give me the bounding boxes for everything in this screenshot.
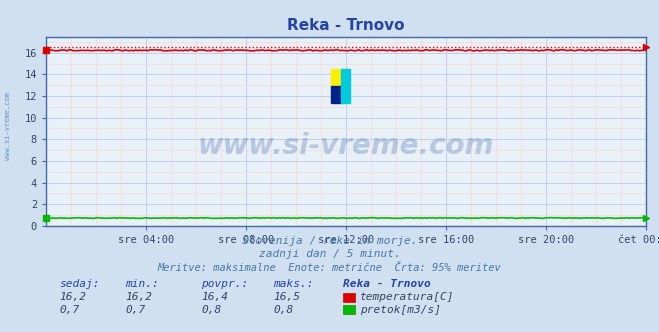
Text: 16,2: 16,2	[125, 292, 152, 302]
Text: www.si-vreme.com: www.si-vreme.com	[198, 132, 494, 160]
Text: 0,7: 0,7	[125, 305, 146, 315]
Text: pretok[m3/s]: pretok[m3/s]	[360, 305, 441, 315]
Text: 16,2: 16,2	[59, 292, 86, 302]
Text: povpr.:: povpr.:	[201, 279, 248, 289]
Text: www.si-vreme.com: www.si-vreme.com	[5, 92, 11, 160]
Bar	[331, 69, 341, 86]
Text: zadnji dan / 5 minut.: zadnji dan / 5 minut.	[258, 249, 401, 259]
Bar	[341, 69, 350, 86]
Text: sedaj:: sedaj:	[59, 279, 100, 289]
Title: Reka - Trnovo: Reka - Trnovo	[287, 18, 405, 33]
Bar	[331, 86, 341, 103]
Text: Meritve: maksimalne  Enote: metrične  Črta: 95% meritev: Meritve: maksimalne Enote: metrične Črta…	[158, 263, 501, 273]
Text: maks.:: maks.:	[273, 279, 314, 289]
Bar	[341, 86, 350, 103]
Text: 16,4: 16,4	[201, 292, 228, 302]
Text: 0,8: 0,8	[273, 305, 294, 315]
Text: 0,8: 0,8	[201, 305, 221, 315]
Text: 16,5: 16,5	[273, 292, 301, 302]
Text: temperatura[C]: temperatura[C]	[360, 292, 454, 302]
Text: Slovenija / reke in morje.: Slovenija / reke in morje.	[242, 236, 417, 246]
Text: min.:: min.:	[125, 279, 159, 289]
Text: Reka - Trnovo: Reka - Trnovo	[343, 279, 430, 289]
Text: 0,7: 0,7	[59, 305, 80, 315]
